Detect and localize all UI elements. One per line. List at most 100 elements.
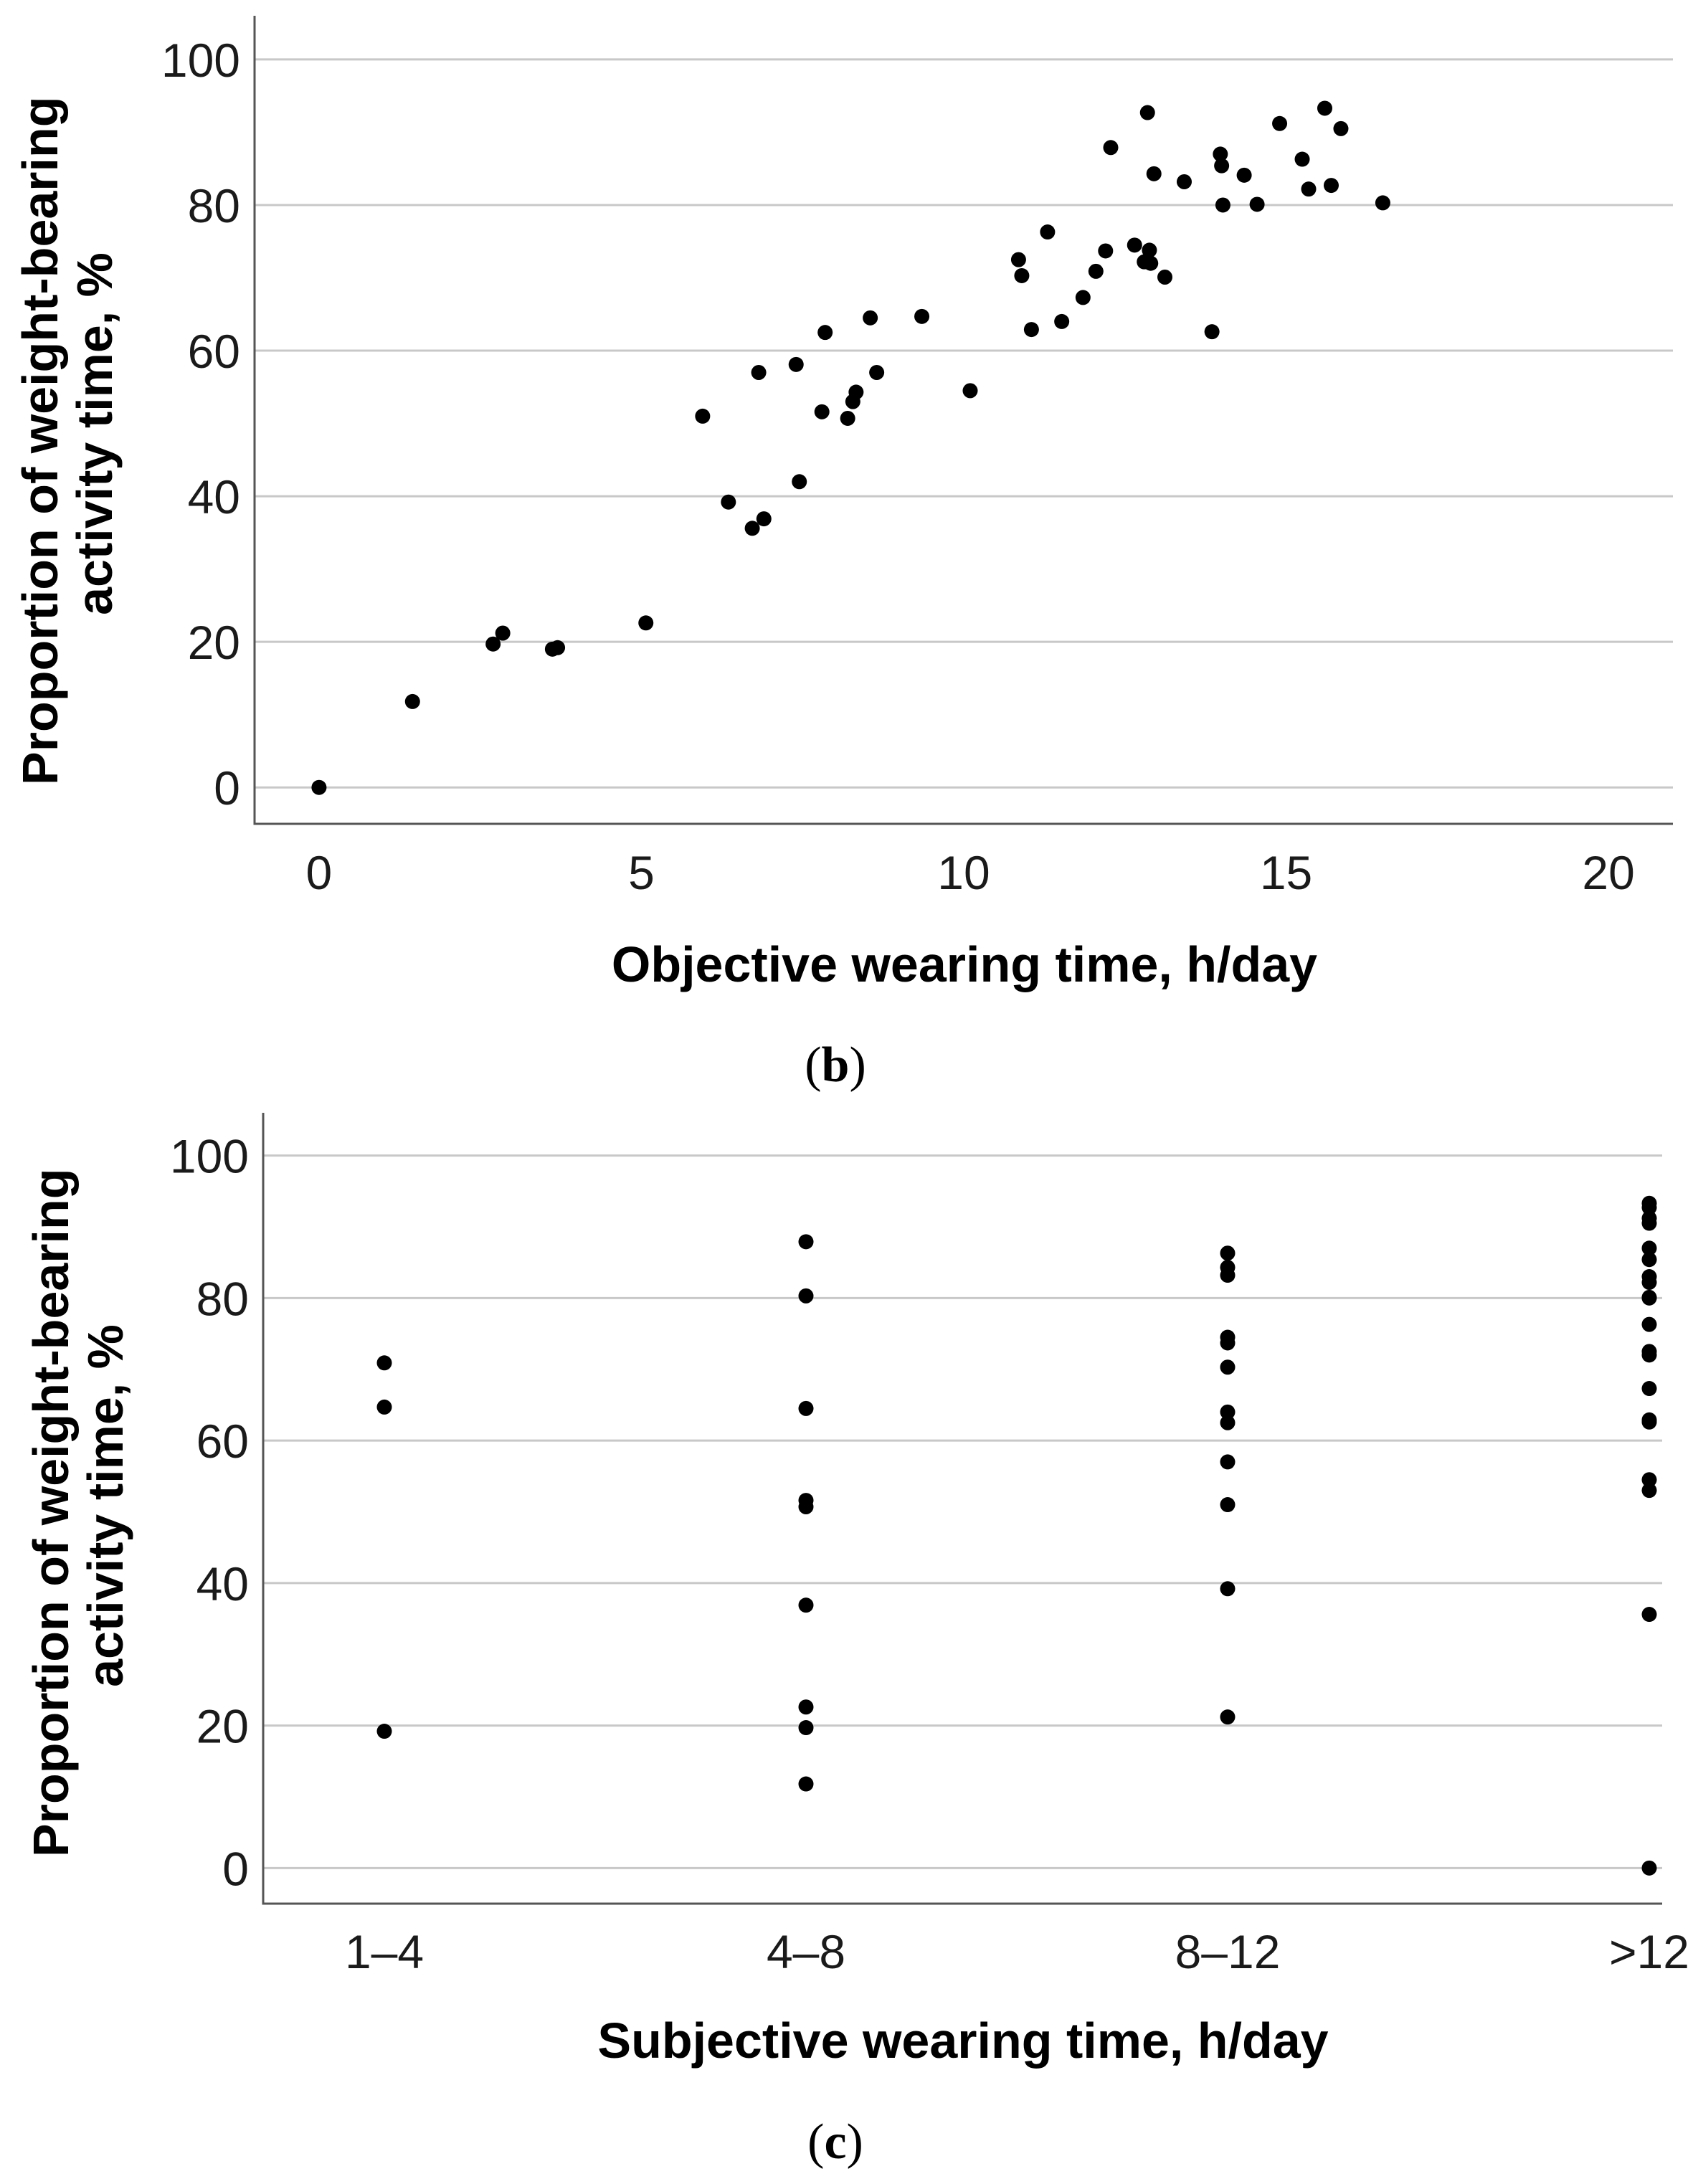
panel-b-data-point bbox=[788, 356, 804, 372]
panel-c-data-point bbox=[1220, 1359, 1236, 1375]
panel-b-y-axis-label: Proportion of weight-bearing activity ti… bbox=[12, 82, 123, 785]
panel-c-y-axis-label-line1: Proportion of weight-bearing bbox=[23, 1168, 79, 1856]
panel-c-data-point bbox=[798, 1776, 814, 1792]
panel-b-data-point bbox=[869, 365, 885, 381]
panel-b-data-point bbox=[962, 383, 978, 399]
panel-c-gridlines bbox=[263, 1154, 1662, 1869]
panel-b-y-tick-labels: 0 20 40 60 80 100 bbox=[161, 34, 240, 815]
panel-c-data-points bbox=[376, 1195, 1657, 1876]
panel-b-data-point bbox=[848, 384, 864, 400]
panel-c-y-tick-label: 80 bbox=[196, 1272, 249, 1325]
panel-b-data-point bbox=[1157, 269, 1173, 285]
panel-c-x-tick-label: 1–4 bbox=[345, 1925, 424, 1978]
panel-c-label-letter: c bbox=[824, 2114, 846, 2170]
panel-c-data-point bbox=[376, 1355, 392, 1371]
panel-b-label-letter: b bbox=[822, 1038, 850, 1093]
panel-c-data-point bbox=[1220, 1268, 1236, 1283]
panel-b-data-point bbox=[721, 494, 736, 510]
panel-c-data-point bbox=[1641, 1252, 1657, 1268]
panel-b-data-point bbox=[744, 521, 760, 536]
panel-b-data-point bbox=[817, 325, 833, 341]
panel-b-data-point bbox=[1040, 224, 1056, 240]
panel-b-data-point bbox=[1204, 324, 1220, 340]
panel-c-x-tick-label: 8–12 bbox=[1175, 1925, 1281, 1978]
panel-b-data-point bbox=[404, 693, 420, 709]
panel-b-data-point bbox=[751, 365, 767, 381]
panel-b-x-tick-label: 0 bbox=[306, 846, 333, 899]
panel-b-x-tick-label: 10 bbox=[937, 846, 990, 899]
panel-b-data-point bbox=[550, 640, 566, 655]
panel-c-data-point bbox=[1220, 1404, 1236, 1420]
panel-b-data-point bbox=[1139, 105, 1155, 120]
panel-b-data-point bbox=[814, 404, 830, 419]
panel-b-y-tick-label: 60 bbox=[188, 325, 240, 378]
panel-b-axes bbox=[253, 16, 1673, 825]
panel-b-data-point bbox=[1023, 322, 1039, 338]
panel-b-data-point bbox=[1214, 158, 1230, 174]
panel-c-y-axis-label-line2: activity time, % bbox=[77, 1324, 133, 1687]
panel-c-data-point bbox=[1641, 1472, 1657, 1488]
panel-b-data-point bbox=[756, 511, 772, 527]
panel-c-data-point bbox=[1641, 1381, 1657, 1397]
panel-b-data-point bbox=[863, 310, 878, 326]
panel-b-data-point bbox=[1294, 151, 1310, 167]
panel-b-x-tick-label: 15 bbox=[1260, 846, 1312, 899]
panel-c-y-tick-label: 60 bbox=[196, 1415, 249, 1468]
panel-b-data-point bbox=[1103, 140, 1119, 156]
panel-b-data-point bbox=[1142, 242, 1157, 258]
panel-c-data-point bbox=[1641, 1414, 1657, 1430]
panel-c-x-axis-label: Subjective wearing time, h/day bbox=[597, 2013, 1328, 2069]
panel-c-y-tick-label: 20 bbox=[196, 1700, 249, 1753]
panel-b-x-tick-label: 20 bbox=[1582, 846, 1634, 899]
panel-c-data-point bbox=[798, 1720, 814, 1736]
panel-c-y-axis-label: Proportion of weight-bearing activity ti… bbox=[23, 1154, 133, 1857]
panel-b-y-tick-label: 100 bbox=[161, 34, 240, 87]
panel-b-x-tick-label: 5 bbox=[628, 846, 655, 899]
panel-b-data-point bbox=[1301, 181, 1317, 197]
panel-b-data-point bbox=[1146, 166, 1162, 181]
panel-c-data-point bbox=[1641, 1860, 1657, 1876]
panel-c-data-point bbox=[1220, 1415, 1236, 1430]
panel-c-x-tick-label: 4–8 bbox=[767, 1925, 845, 1978]
panel-b-data-point bbox=[1323, 178, 1339, 194]
panel-c-label: (c) bbox=[807, 2114, 863, 2170]
panel-b-x-axis-label: Objective wearing time, h/day bbox=[612, 936, 1317, 992]
panel-b-y-tick-label: 0 bbox=[214, 761, 240, 815]
panel-c-data-point bbox=[1641, 1316, 1657, 1332]
panel-b-data-point bbox=[792, 474, 807, 490]
panel-b-data-point bbox=[1088, 263, 1104, 279]
panel-c-y-tick-label: 0 bbox=[222, 1842, 249, 1895]
panel-c-axes bbox=[262, 1113, 1662, 1905]
panel-b-y-axis-label-line2: activity time, % bbox=[67, 252, 123, 615]
panel-c-data-point bbox=[1641, 1274, 1657, 1290]
panel-c-y-tick-labels: 0 20 40 60 80 100 bbox=[170, 1130, 249, 1896]
panel-b-data-point bbox=[485, 636, 501, 652]
panel-c-y-tick-label: 40 bbox=[196, 1557, 249, 1610]
panel-c-data-point bbox=[798, 1400, 814, 1416]
panel-c-data-point bbox=[1220, 1245, 1236, 1261]
panel-b-data-point bbox=[1215, 197, 1230, 213]
panel-b-data-point bbox=[638, 615, 654, 631]
panel-c-data-point bbox=[1641, 1240, 1657, 1256]
panel-c-data-point bbox=[1220, 1581, 1236, 1597]
panel-b-data-point bbox=[1317, 100, 1332, 116]
panel-b-data-point bbox=[1075, 290, 1091, 305]
panel-b-data-point bbox=[1249, 196, 1265, 212]
panel-b-data-point bbox=[1098, 243, 1114, 259]
panel-b-y-axis-label-line1: Proportion of weight-bearing bbox=[12, 96, 68, 784]
panel-b-y-tick-label: 40 bbox=[188, 470, 240, 523]
panel-b-data-point bbox=[695, 408, 711, 424]
panel-b-data-point bbox=[914, 308, 930, 324]
panel-b-data-point bbox=[1176, 174, 1192, 189]
panel-c-scatter-chart: 0 20 40 60 80 100 1–4 4–8 8–12 >12 Subjective we… bbox=[23, 1113, 1689, 2170]
panel-c-data-point bbox=[798, 1597, 814, 1613]
panel-b-y-tick-label: 80 bbox=[188, 179, 240, 232]
panel-b-data-point bbox=[1143, 255, 1159, 271]
panel-c-data-point bbox=[1220, 1335, 1236, 1351]
panel-b-data-point bbox=[1010, 252, 1026, 267]
panel-c-data-point bbox=[1641, 1290, 1657, 1306]
panel-c-y-tick-label: 100 bbox=[170, 1130, 249, 1183]
panel-b-gridlines bbox=[255, 58, 1673, 789]
panel-c-x-tick-label: >12 bbox=[1609, 1925, 1689, 1978]
panel-b-data-point bbox=[1127, 237, 1142, 253]
